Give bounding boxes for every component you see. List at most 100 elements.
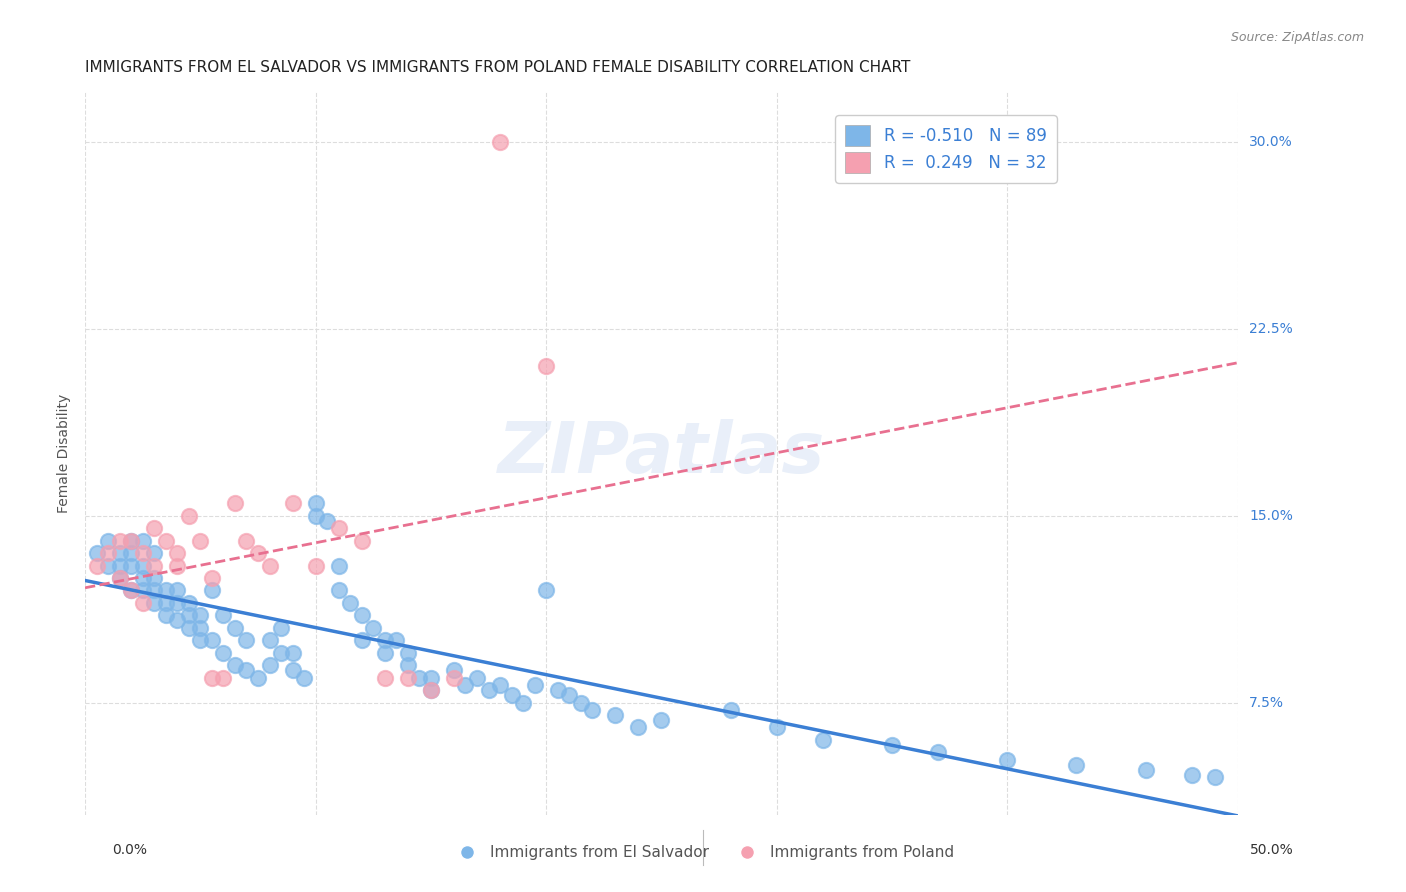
Point — [374, 646, 396, 660]
Point — [246, 546, 269, 560]
Point — [177, 608, 200, 623]
Text: Source: ZipAtlas.com: Source: ZipAtlas.com — [1230, 31, 1364, 45]
Point — [212, 646, 235, 660]
Point — [188, 533, 211, 548]
Point — [235, 633, 257, 648]
Point — [177, 596, 200, 610]
Point — [120, 583, 142, 598]
Point — [120, 558, 142, 573]
Point — [188, 621, 211, 635]
Point — [374, 671, 396, 685]
Text: IMMIGRANTS FROM EL SALVADOR VS IMMIGRANTS FROM POLAND FEMALE DISABILITY CORRELAT: IMMIGRANTS FROM EL SALVADOR VS IMMIGRANT… — [86, 60, 911, 75]
Point — [489, 678, 512, 692]
Point — [131, 596, 153, 610]
Point — [569, 696, 592, 710]
Point — [212, 608, 235, 623]
Point — [443, 663, 465, 677]
Point — [188, 608, 211, 623]
Point — [811, 732, 834, 747]
Point — [177, 508, 200, 523]
Point — [523, 678, 546, 692]
Point — [385, 633, 408, 648]
Point — [131, 571, 153, 585]
Point — [374, 633, 396, 648]
Point — [720, 703, 742, 717]
Point — [201, 571, 224, 585]
Point — [166, 596, 188, 610]
Point — [177, 621, 200, 635]
Point — [224, 621, 246, 635]
Point — [408, 671, 430, 685]
Point — [465, 671, 488, 685]
Point — [155, 533, 177, 548]
Point — [477, 683, 499, 698]
Point — [454, 678, 477, 692]
Point — [304, 558, 326, 573]
Point — [650, 713, 672, 727]
Point — [581, 703, 603, 717]
Point — [316, 514, 339, 528]
Point — [501, 688, 523, 702]
Text: 15.0%: 15.0% — [1250, 508, 1294, 523]
Point — [143, 583, 166, 598]
Point — [512, 696, 534, 710]
Point — [396, 658, 419, 673]
Point — [97, 533, 120, 548]
Point — [131, 533, 153, 548]
Point — [419, 683, 441, 698]
Text: 7.5%: 7.5% — [1250, 696, 1284, 709]
Point — [1204, 770, 1226, 784]
Point — [155, 596, 177, 610]
Point — [166, 613, 188, 627]
Legend: R = -0.510   N = 89, R =  0.249   N = 32: R = -0.510 N = 89, R = 0.249 N = 32 — [835, 115, 1056, 183]
Point — [108, 571, 131, 585]
Point — [188, 633, 211, 648]
Point — [131, 583, 153, 598]
Point — [927, 745, 949, 759]
Point — [259, 658, 281, 673]
Point — [605, 708, 627, 723]
Point — [396, 646, 419, 660]
Point — [97, 546, 120, 560]
Point — [270, 621, 292, 635]
Legend: Immigrants from El Salvador, Immigrants from Poland: Immigrants from El Salvador, Immigrants … — [446, 839, 960, 866]
Point — [235, 533, 257, 548]
Point — [281, 663, 304, 677]
Point — [627, 720, 650, 734]
Point — [224, 496, 246, 510]
Point — [489, 135, 512, 149]
Point — [120, 533, 142, 548]
Point — [86, 546, 108, 560]
Point — [143, 546, 166, 560]
Point — [328, 583, 350, 598]
Point — [443, 671, 465, 685]
Text: 50.0%: 50.0% — [1250, 843, 1294, 857]
Point — [143, 558, 166, 573]
Point — [995, 753, 1018, 767]
Point — [166, 583, 188, 598]
Point — [108, 571, 131, 585]
Point — [292, 671, 315, 685]
Point — [120, 533, 142, 548]
Point — [201, 583, 224, 598]
Point — [880, 738, 903, 752]
Point — [259, 558, 281, 573]
Point — [120, 546, 142, 560]
Point — [304, 508, 326, 523]
Point — [419, 683, 441, 698]
Point — [86, 558, 108, 573]
Point — [270, 646, 292, 660]
Point — [108, 533, 131, 548]
Point — [259, 633, 281, 648]
Point — [534, 583, 557, 598]
Point — [201, 671, 224, 685]
Point — [350, 633, 373, 648]
Point — [155, 583, 177, 598]
Point — [328, 521, 350, 535]
Point — [1066, 757, 1088, 772]
Point — [396, 671, 419, 685]
Point — [212, 671, 235, 685]
Point — [108, 558, 131, 573]
Text: 30.0%: 30.0% — [1250, 136, 1294, 149]
Point — [108, 546, 131, 560]
